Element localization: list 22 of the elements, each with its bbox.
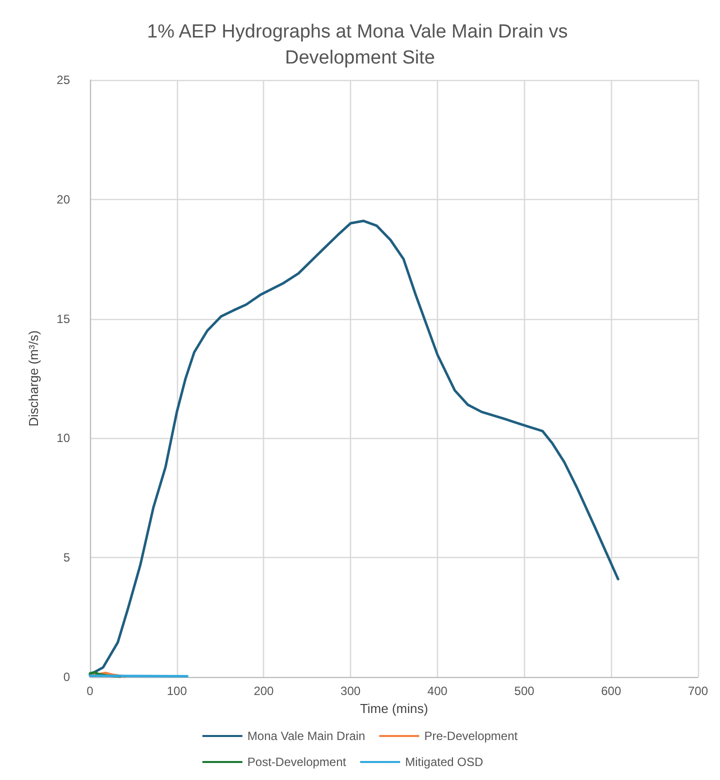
x-tick-label: 500	[514, 684, 535, 698]
y-tick-label: 20	[56, 192, 70, 206]
y-axis-title: Discharge (m³/s)	[26, 330, 41, 427]
x-tick-label: 700	[688, 684, 708, 698]
y-tick-label: 25	[56, 73, 70, 87]
x-tick-label: 200	[254, 684, 274, 698]
line-series	[88, 220, 620, 676]
legend-label: Post-Development	[247, 755, 347, 769]
y-tick-label: 0	[63, 670, 70, 684]
y-tick-label: 15	[56, 312, 70, 326]
legend-label: Pre-Development	[424, 729, 518, 743]
chart-title: 1% AEP Hydrographs at Mona Vale Main Drain vs Development Site	[147, 22, 573, 68]
legend-label: Mona Vale Main Drain	[247, 729, 366, 743]
x-tick-label: 400	[427, 684, 448, 698]
y-tick-label: 10	[56, 431, 70, 446]
x-tick-label: 100	[166, 684, 188, 698]
y-tick-label: 5	[63, 550, 70, 565]
x-axis-title: Time (mins)	[360, 700, 428, 716]
x-tick-label: 0	[86, 684, 94, 698]
legend-label: Mitigated OSD	[405, 755, 484, 769]
x-tick-label: 600	[601, 684, 622, 698]
x-tick-label: 300	[340, 684, 361, 698]
